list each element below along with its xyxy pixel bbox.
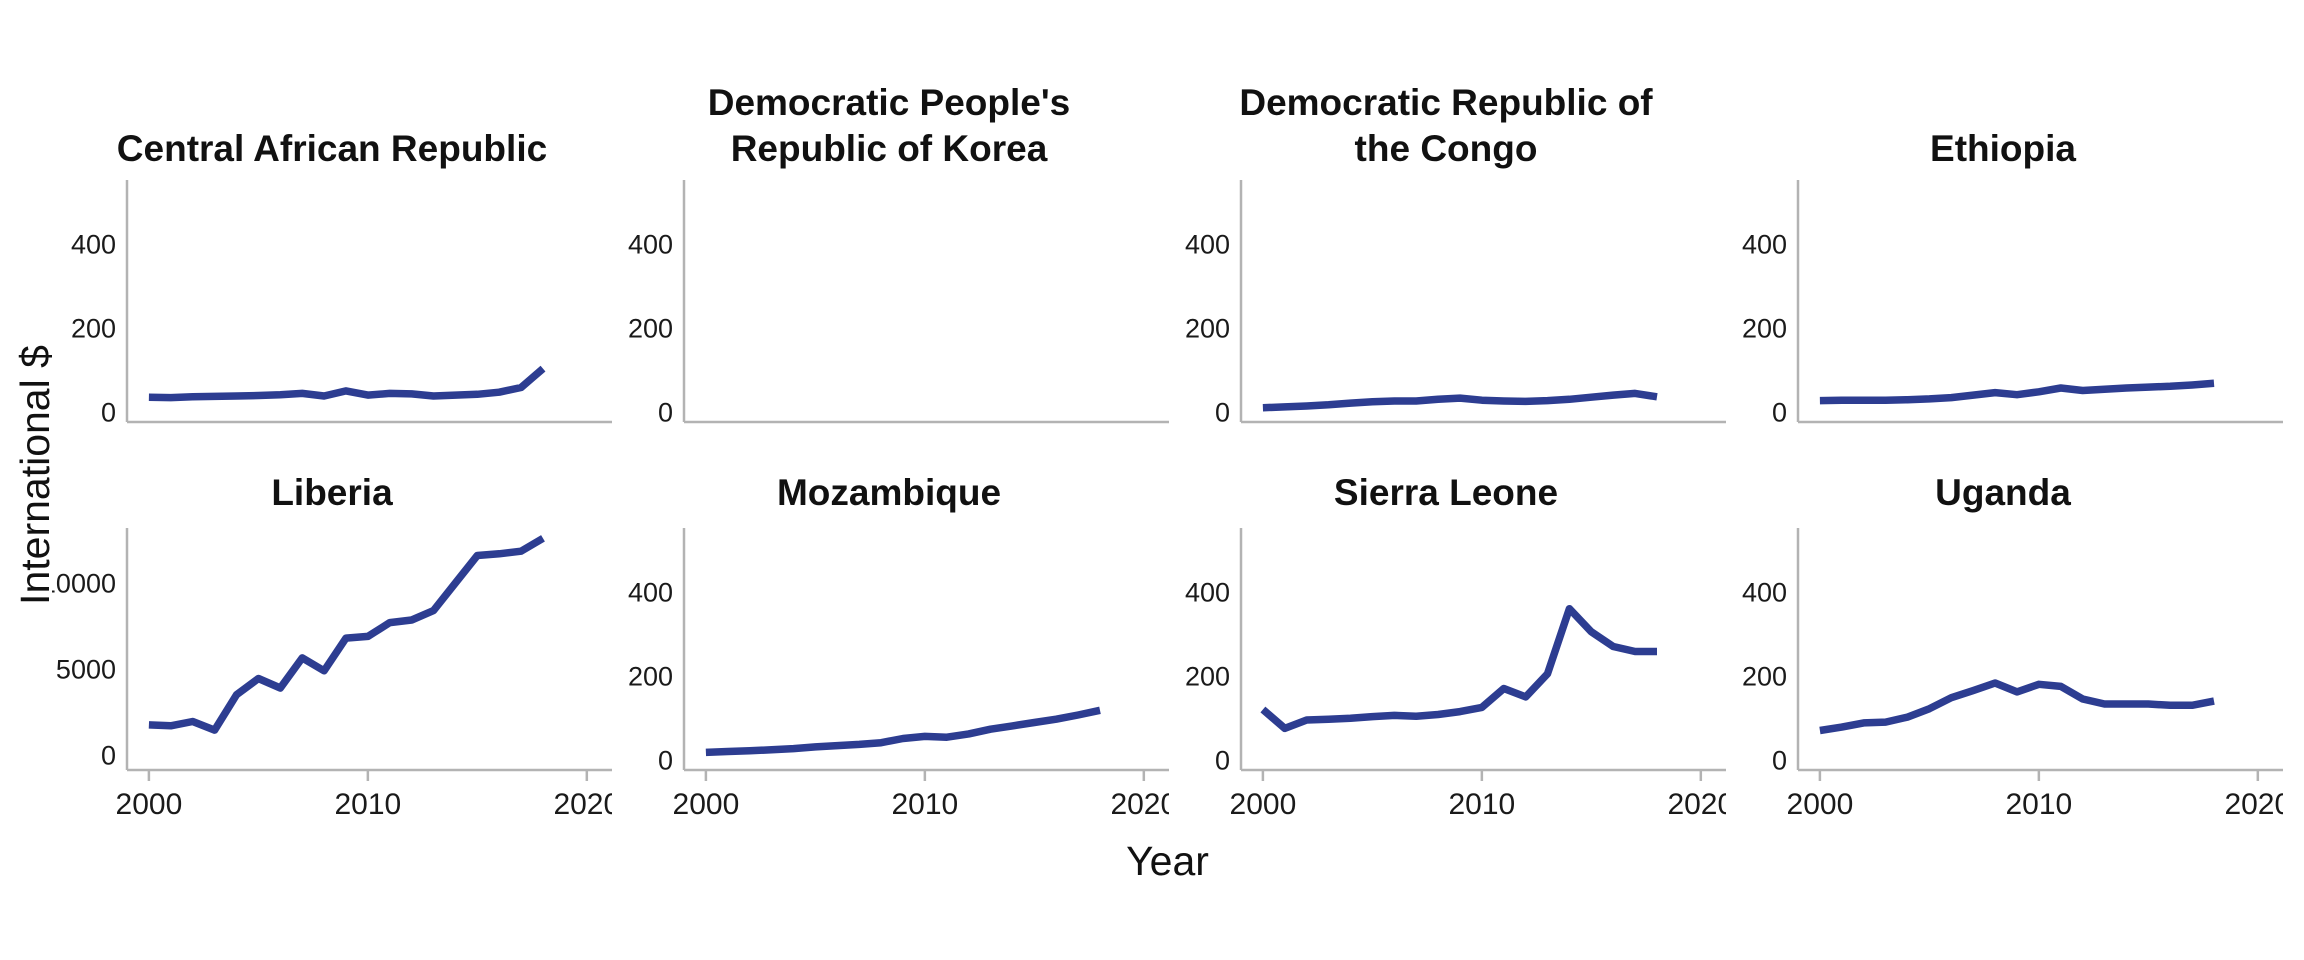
svg-text:200: 200 xyxy=(1185,313,1230,343)
line-plot: 0 200 400 xyxy=(71,180,612,427)
line-plot: 0 200 400 xyxy=(1742,180,2283,427)
svg-text:2000: 2000 xyxy=(673,788,740,821)
svg-text:10000: 10000 xyxy=(52,568,116,598)
svg-text:2020: 2020 xyxy=(1667,788,1726,821)
panel-title: Democratic People's Republic of Korea xyxy=(707,82,1071,169)
line-plot: 0 200 400 2000 2010 2020 xyxy=(1185,528,1726,821)
svg-text:0: 0 xyxy=(658,745,673,775)
svg-text:2020: 2020 xyxy=(1110,788,1169,821)
svg-text:5000: 5000 xyxy=(56,654,116,684)
svg-text:200: 200 xyxy=(1185,661,1230,691)
svg-text:200: 200 xyxy=(1742,661,1787,691)
svg-text:2000: 2000 xyxy=(116,788,183,821)
svg-text:0: 0 xyxy=(658,397,673,427)
panel-title: Mozambique xyxy=(776,472,1002,513)
svg-text:2020: 2020 xyxy=(553,788,612,821)
svg-text:400: 400 xyxy=(1742,577,1787,607)
panel-title: Ethiopia xyxy=(1930,128,2076,169)
svg-text:400: 400 xyxy=(628,229,673,259)
svg-text:0: 0 xyxy=(1772,745,1787,775)
svg-text:0: 0 xyxy=(101,397,116,427)
svg-text:0: 0 xyxy=(1215,397,1230,427)
svg-text:200: 200 xyxy=(628,313,673,343)
svg-text:200: 200 xyxy=(1742,313,1787,343)
svg-text:2010: 2010 xyxy=(2005,788,2072,821)
line-plot: 0 200 400 2000 2010 2020 xyxy=(628,528,1169,821)
svg-text:400: 400 xyxy=(628,577,673,607)
svg-text:2010: 2010 xyxy=(334,788,401,821)
svg-text:400: 400 xyxy=(1185,577,1230,607)
svg-text:2010: 2010 xyxy=(1448,788,1515,821)
svg-text:200: 200 xyxy=(628,661,673,691)
svg-text:400: 400 xyxy=(1185,229,1230,259)
x-axis-title: Year xyxy=(1126,838,1209,884)
line-plot: 0 200 400 xyxy=(628,180,1169,427)
svg-text:200: 200 xyxy=(71,313,116,343)
panel-title: Central African Republic xyxy=(116,128,548,169)
panel-title: Democratic Republic of the Congo xyxy=(1239,82,1653,169)
svg-text:0: 0 xyxy=(101,740,116,770)
svg-text:2020: 2020 xyxy=(2224,788,2283,821)
svg-text:2000: 2000 xyxy=(1787,788,1854,821)
svg-text:2010: 2010 xyxy=(891,788,958,821)
svg-text:400: 400 xyxy=(71,229,116,259)
panel-title: Uganda xyxy=(1935,472,2071,513)
line-plot: 0 200 400 xyxy=(1185,180,1726,427)
panel-title: Liberia xyxy=(271,472,393,513)
panel-title: Sierra Leone xyxy=(1333,472,1559,513)
line-plot: 0 200 400 2000 2010 2020 xyxy=(1742,528,2283,821)
svg-text:0: 0 xyxy=(1215,745,1230,775)
svg-text:0: 0 xyxy=(1772,397,1787,427)
line-plot: 0 5000 10000 2000 2010 2020 xyxy=(52,528,612,821)
svg-text:400: 400 xyxy=(1742,229,1787,259)
svg-text:2000: 2000 xyxy=(1230,788,1297,821)
